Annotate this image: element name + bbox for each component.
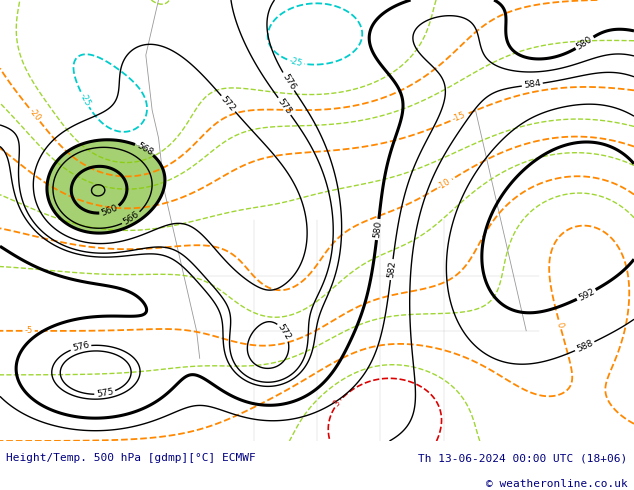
- Text: 588: 588: [575, 339, 595, 354]
- Text: -10: -10: [436, 176, 453, 191]
- Text: 575: 575: [276, 97, 293, 116]
- Text: -25: -25: [288, 56, 303, 68]
- Text: 572: 572: [276, 322, 293, 342]
- Text: 576: 576: [72, 341, 90, 353]
- Text: 572: 572: [219, 94, 237, 113]
- Text: 568: 568: [135, 141, 154, 157]
- Text: 580: 580: [575, 34, 594, 51]
- Text: -20: -20: [27, 107, 42, 123]
- Text: -5: -5: [25, 326, 33, 335]
- Text: -25: -25: [77, 92, 92, 108]
- Text: 575: 575: [96, 388, 114, 399]
- Text: -15: -15: [451, 111, 467, 124]
- Text: 576: 576: [280, 72, 297, 91]
- Text: Height/Temp. 500 hPa [gdmp][°C] ECMWF: Height/Temp. 500 hPa [gdmp][°C] ECMWF: [6, 453, 256, 463]
- Text: 566: 566: [122, 210, 141, 227]
- Text: © weatheronline.co.uk: © weatheronline.co.uk: [486, 479, 628, 489]
- Text: 592: 592: [577, 287, 596, 302]
- Text: 582: 582: [386, 261, 398, 279]
- Text: 584: 584: [523, 79, 541, 90]
- Text: 580: 580: [372, 220, 383, 239]
- Text: 0: 0: [555, 321, 565, 329]
- Text: Th 13-06-2024 00:00 UTC (18+06): Th 13-06-2024 00:00 UTC (18+06): [418, 453, 628, 463]
- Text: 3: 3: [332, 399, 342, 409]
- Text: 560: 560: [100, 204, 119, 218]
